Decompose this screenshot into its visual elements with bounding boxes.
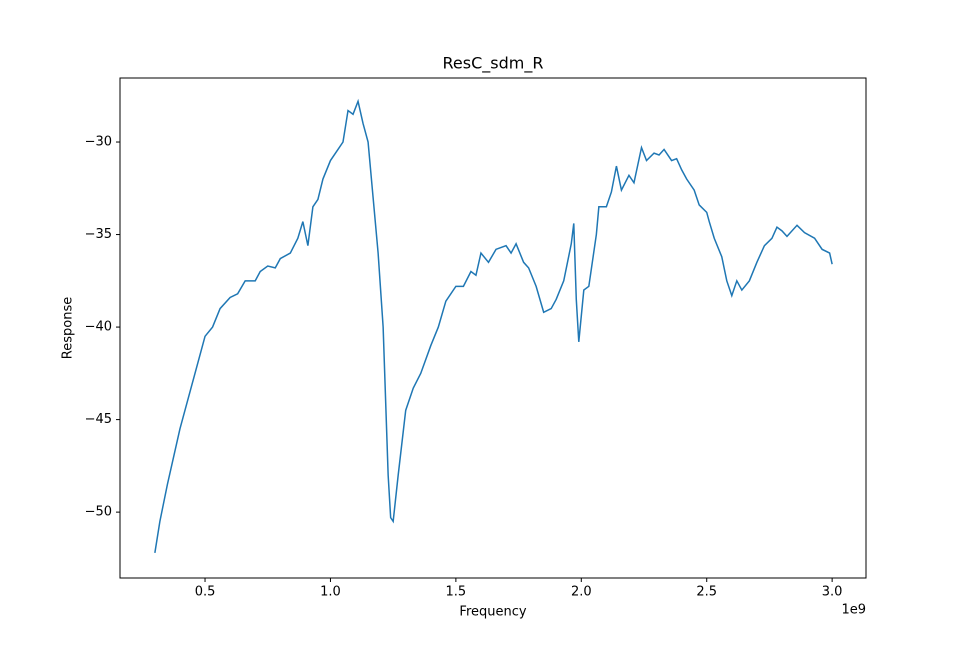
- data-line: [154, 98, 833, 553]
- y-tick-label: −30: [85, 135, 112, 150]
- x-tick-label: 1.0: [320, 585, 341, 600]
- x-tick-label: 2.0: [571, 585, 592, 600]
- y-tick-label: −35: [85, 227, 112, 242]
- x-tick-label: 1.5: [446, 585, 467, 600]
- y-tick-label: −40: [85, 320, 112, 335]
- y-tick-label: −50: [85, 505, 112, 520]
- x-tick-label: 2.5: [696, 585, 717, 600]
- chart-title: ResC_sdm_R: [443, 54, 544, 74]
- x-axis-label: Frequency: [459, 605, 526, 620]
- x-tick-label: 0.5: [195, 585, 216, 600]
- x-tick-label: 3.0: [822, 585, 843, 600]
- plot-frame: [119, 77, 867, 579]
- y-axis-label: Response: [61, 297, 76, 359]
- x-offset-label: 1e9: [841, 603, 866, 618]
- y-tick-label: −45: [85, 412, 112, 427]
